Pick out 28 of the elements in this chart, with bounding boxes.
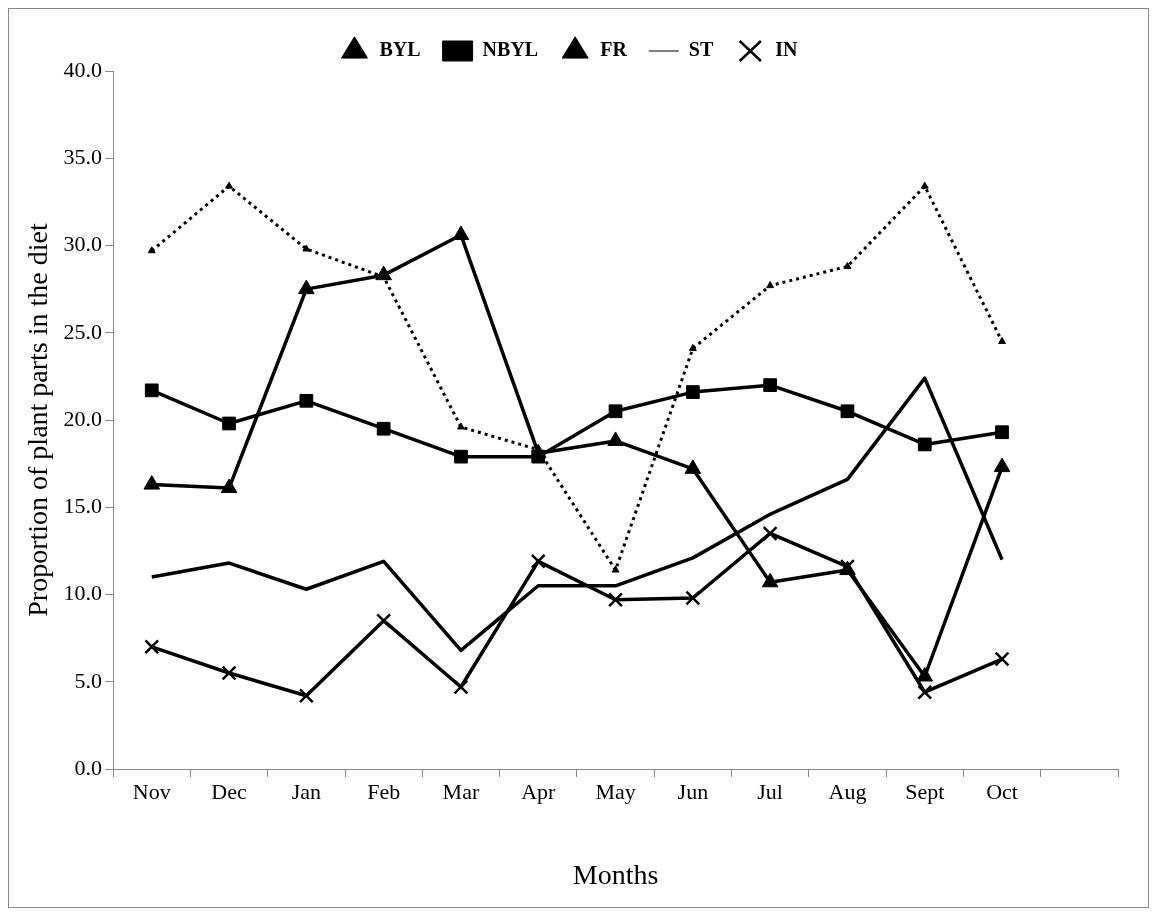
y-tick-label: 15.0 <box>63 493 103 519</box>
x-tick-label: Apr <box>521 778 557 804</box>
y-axis-title: Proportion of plant parts in the diet <box>22 223 54 617</box>
x-tick-label: Jun <box>677 778 709 804</box>
y-tick-label: 35.0 <box>63 144 103 170</box>
x-tick-label: Mar <box>442 778 480 804</box>
x-tick-label: Jan <box>291 778 322 804</box>
legend-label: IN <box>775 38 799 61</box>
x-tick-label: Sept <box>905 778 945 804</box>
legend-label: ST <box>688 38 714 61</box>
y-tick-label: 5.0 <box>74 667 103 693</box>
legend-label: FR <box>600 38 628 61</box>
legend-label: NBYL <box>482 38 539 61</box>
x-tick-label: Aug <box>828 778 867 804</box>
legend-label: BYL <box>379 38 421 61</box>
x-axis-title: Months <box>572 858 659 890</box>
y-tick-label: 40.0 <box>63 56 103 82</box>
x-tick-label: Jul <box>757 778 783 804</box>
x-tick-label: May <box>595 778 636 804</box>
x-tick-label: Nov <box>132 778 171 804</box>
y-tick-label: 25.0 <box>63 318 103 344</box>
y-tick-label: 20.0 <box>63 405 103 431</box>
y-tick-label: 10.0 <box>63 580 103 606</box>
x-tick-label: Oct <box>986 778 1018 804</box>
x-tick-label: Dec <box>211 778 247 804</box>
y-tick-label: 0.0 <box>74 754 103 780</box>
x-tick-label: Feb <box>367 778 401 804</box>
y-tick-label: 30.0 <box>63 231 103 257</box>
